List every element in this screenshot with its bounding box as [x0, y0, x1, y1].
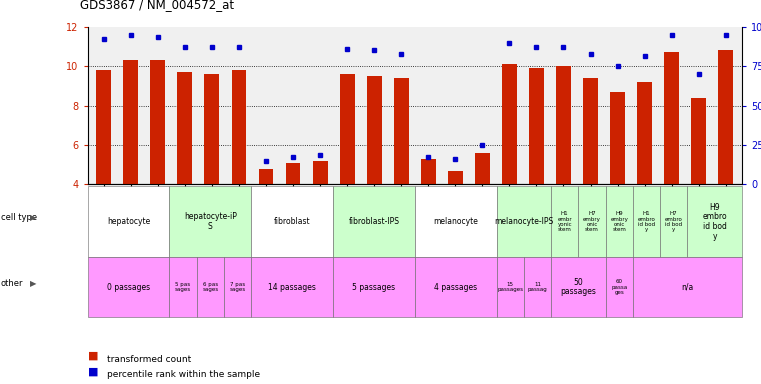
Bar	[205, 74, 219, 184]
Text: hepatocyte-iP
S: hepatocyte-iP S	[184, 212, 237, 231]
Text: n/a: n/a	[681, 283, 693, 291]
Text: fibroblast-IPS: fibroblast-IPS	[349, 217, 400, 226]
Text: 60
passa
ges: 60 passa ges	[611, 279, 627, 295]
Text: H1
embr
yonic
stem: H1 embr yonic stem	[557, 211, 572, 232]
Text: 15
passages: 15 passages	[497, 282, 523, 292]
Bar	[231, 70, 247, 184]
Bar	[393, 78, 409, 184]
Text: H1
embro
id bod
y: H1 embro id bod y	[638, 211, 655, 232]
Bar	[97, 70, 111, 184]
Text: transformed count: transformed count	[107, 354, 191, 364]
Text: 5 pas
sages: 5 pas sages	[175, 282, 191, 292]
Text: H9
embro
id bod
y: H9 embro id bod y	[702, 203, 727, 241]
Bar	[529, 68, 544, 184]
Text: H9
embry
onic
stem: H9 embry onic stem	[610, 211, 628, 232]
Bar	[448, 170, 463, 184]
Text: cell type: cell type	[1, 214, 37, 222]
Bar	[691, 98, 706, 184]
Bar	[475, 153, 490, 184]
Bar	[556, 66, 571, 184]
Text: H7
embry
onic
stem: H7 embry onic stem	[583, 211, 601, 232]
Bar	[177, 72, 193, 184]
Text: 6 pas
sages: 6 pas sages	[202, 282, 218, 292]
Text: 4 passages: 4 passages	[434, 283, 477, 291]
Bar	[664, 53, 679, 184]
Bar	[285, 163, 301, 184]
Bar	[421, 159, 436, 184]
Bar	[339, 74, 355, 184]
Text: ▶: ▶	[30, 279, 37, 288]
Text: 5 passages: 5 passages	[352, 283, 396, 291]
Bar	[637, 82, 652, 184]
Text: hepatocyte: hepatocyte	[107, 217, 150, 226]
Text: fibroblast: fibroblast	[274, 217, 310, 226]
Text: 11
passag: 11 passag	[527, 282, 547, 292]
Text: melanocyte-IPS: melanocyte-IPS	[494, 217, 553, 226]
Text: GDS3867 / NM_004572_at: GDS3867 / NM_004572_at	[80, 0, 234, 12]
Bar	[123, 60, 139, 184]
Text: 7 pas
sages: 7 pas sages	[229, 282, 246, 292]
Text: ■: ■	[88, 351, 98, 361]
Text: H7
embro
id bod
y: H7 embro id bod y	[665, 211, 683, 232]
Bar	[313, 161, 327, 184]
Text: ■: ■	[88, 366, 98, 376]
Text: percentile rank within the sample: percentile rank within the sample	[107, 370, 260, 379]
Text: ▶: ▶	[30, 214, 37, 222]
Text: other: other	[1, 279, 24, 288]
Bar	[259, 169, 273, 184]
Bar	[718, 50, 733, 184]
Bar	[367, 76, 381, 184]
Text: melanocyte: melanocyte	[433, 217, 478, 226]
Text: 50
passages: 50 passages	[560, 278, 597, 296]
Bar	[502, 64, 517, 184]
Bar	[583, 78, 598, 184]
Text: 14 passages: 14 passages	[268, 283, 316, 291]
Text: 0 passages: 0 passages	[107, 283, 150, 291]
Bar	[610, 92, 625, 184]
Bar	[151, 60, 165, 184]
